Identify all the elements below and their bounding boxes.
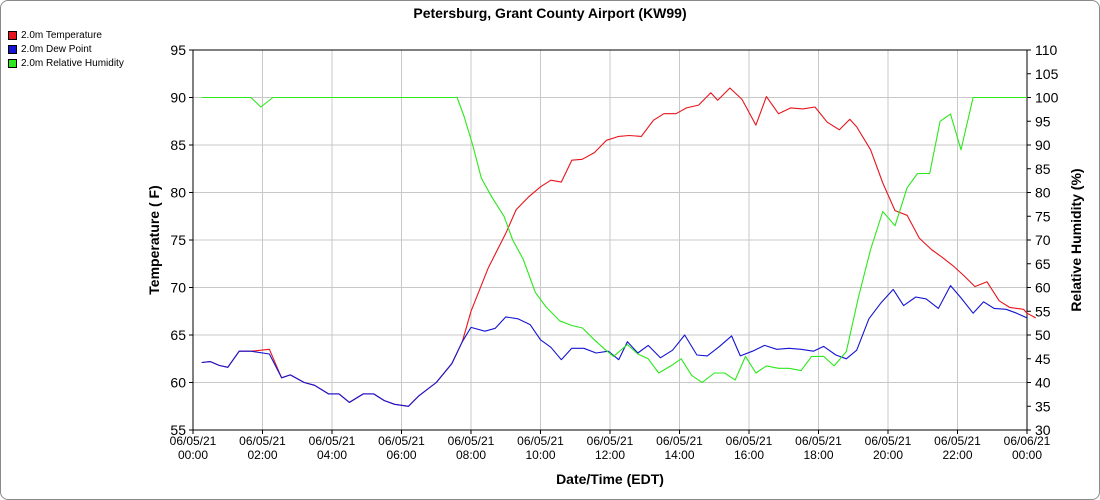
- tick-label-x-time: 14:00: [664, 448, 694, 462]
- tick-label-x-date: 06/05/21: [795, 434, 842, 448]
- tick-label-right: 70: [1035, 232, 1051, 248]
- tick-label-x-date: 06/05/21: [170, 434, 217, 448]
- tick-label-x-time: 02:00: [247, 448, 277, 462]
- grid: [192, 49, 1028, 431]
- tick-label-x-time: 22:00: [942, 448, 972, 462]
- legend-label-dew-point: 2.0m Dew Point: [21, 43, 92, 55]
- tick-label-x-time: 04:00: [317, 448, 347, 462]
- tick-label-left: 95: [170, 42, 186, 58]
- tick-label-x-time: 16:00: [734, 448, 764, 462]
- tick-label-left: 90: [170, 90, 186, 106]
- tick-label-x-date: 06/05/21: [865, 434, 912, 448]
- tick-label-left: 55: [170, 422, 186, 438]
- tick-label-x-date: 06/05/21: [934, 434, 981, 448]
- tick-label-right: 50: [1035, 327, 1051, 343]
- tick-label-x-time: 06:00: [386, 448, 416, 462]
- plot-border: [192, 49, 1028, 431]
- legend-swatch-dew-point: [8, 44, 17, 54]
- tick-label-left: 65: [170, 327, 186, 343]
- tick-label-left: 70: [170, 280, 186, 296]
- tick-label-x-time: 10:00: [525, 448, 555, 462]
- tick-label-right: 60: [1035, 280, 1051, 296]
- tick-label-right: 80: [1035, 185, 1051, 201]
- tick-label-x-time: 08:00: [456, 448, 486, 462]
- tick-label-x-time: 00:00: [1012, 448, 1042, 462]
- tick-label-right: 30: [1035, 422, 1051, 438]
- tick-label-x-date: 06/05/21: [309, 434, 356, 448]
- legend-swatch-temperature: [8, 30, 17, 40]
- chart-title: Petersburg, Grant County Airport (KW99): [413, 5, 686, 21]
- tick-label-right: 75: [1035, 208, 1051, 224]
- legend-swatch-humidity: [8, 58, 17, 68]
- tick-label-right: 110: [1035, 42, 1058, 58]
- legend-item-dew-point: 2.0m Dew Point: [8, 42, 124, 56]
- tick-label-left: 80: [170, 185, 186, 201]
- tick-label-right: 35: [1035, 398, 1051, 414]
- tick-label-x-date: 06/05/21: [726, 434, 773, 448]
- tick-label-right: 100: [1035, 90, 1059, 106]
- tick-label-left: 85: [170, 137, 186, 153]
- tick-label-left: 60: [170, 375, 186, 391]
- tick-label-x-date: 06/05/21: [656, 434, 703, 448]
- tick-label-right: 95: [1035, 113, 1051, 129]
- legend-item-humidity: 2.0m Relative Humidity: [8, 56, 124, 70]
- tick-label-x-date: 06/06/21: [1004, 434, 1051, 448]
- tick-label-x-date: 06/05/21: [517, 434, 564, 448]
- x-axis-label: Date/Time (EDT): [556, 471, 664, 487]
- tick-label-right: 90: [1035, 137, 1051, 153]
- tick-label-x-date: 06/05/21: [587, 434, 634, 448]
- tick-label-x-date: 06/05/21: [448, 434, 495, 448]
- series-layer: [201, 87, 1036, 407]
- tick-label-right: 45: [1035, 351, 1051, 367]
- tick-label-right: 55: [1035, 303, 1051, 319]
- tick-label-x-time: 00:00: [178, 448, 208, 462]
- tick-label-right: 105: [1035, 66, 1059, 82]
- tick-label-x-time: 12:00: [595, 448, 625, 462]
- legend-item-temperature: 2.0m Temperature: [8, 28, 124, 42]
- tick-label-right: 65: [1035, 256, 1051, 272]
- series-line-humidity: [201, 96, 1027, 384]
- y-axis-label-right: Relative Humidity (%): [1068, 168, 1084, 311]
- tick-labels: 55 60 65 70 75 80 85 90 95 30 35 40 45 50 55 60 65 70 75 80…: [170, 42, 1059, 462]
- series-line-dew-point: [201, 285, 1028, 407]
- tick-label-x-time: 20:00: [873, 448, 903, 462]
- y-axis-label-left: Temperature ( F): [146, 185, 162, 294]
- axes: [189, 49, 1031, 434]
- legend-label-temperature: 2.0m Temperature: [21, 29, 102, 41]
- tick-label-right: 40: [1035, 375, 1051, 391]
- legend-label-humidity: 2.0m Relative Humidity: [21, 57, 124, 69]
- tick-label-x-date: 06/05/21: [378, 434, 425, 448]
- legend: 2.0m Temperature 2.0m Dew Point 2.0m Rel…: [8, 28, 124, 70]
- tick-label-left: 75: [170, 232, 186, 248]
- tick-label-right: 85: [1035, 161, 1051, 177]
- tick-label-x-date: 06/05/21: [239, 434, 286, 448]
- tick-label-x-time: 18:00: [803, 448, 833, 462]
